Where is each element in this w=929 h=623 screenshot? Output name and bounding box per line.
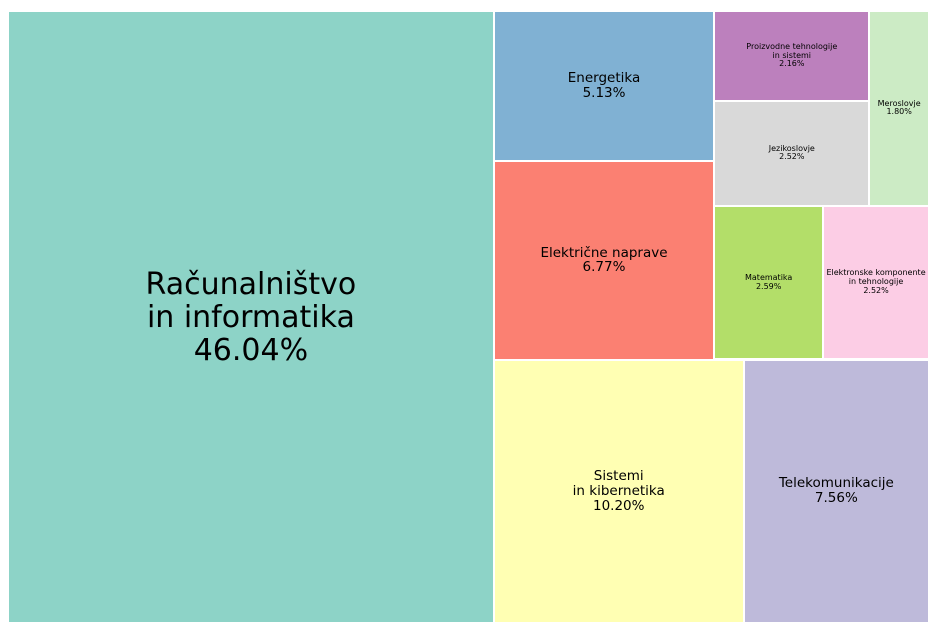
tile-name: Elektronske komponente in tehnologije xyxy=(826,268,926,287)
tile-name: Energetika xyxy=(567,70,641,87)
tile-label: Proizvodne tehnologije in sistemi 2.16% xyxy=(746,41,838,69)
tile-value: 2.52% xyxy=(863,286,889,296)
tile-name: Proizvodne tehnologije in sistemi xyxy=(746,41,838,60)
tile-value: 2.59% xyxy=(755,281,782,291)
tile-label: Računalništvo in informatika 46.04% xyxy=(146,268,357,367)
treemap-tile: Energetika 5.13% xyxy=(493,11,715,162)
treemap-tile: Sistemi in kibernetika 10.20% xyxy=(493,359,744,623)
tile-name: Telekomunikacije xyxy=(778,475,894,492)
tile-value: 2.16% xyxy=(779,59,805,69)
tile-value: 7.56% xyxy=(814,490,858,507)
tile-label: Elektronske komponente in tehnologije 2.5… xyxy=(826,269,925,295)
tile-label: Sistemi in kibernetika 10.20% xyxy=(573,469,665,514)
treemap-tile: Električne naprave 6.77% xyxy=(493,161,715,360)
tile-name: Meroslovje xyxy=(877,98,921,108)
tile-value: 46.04% xyxy=(193,332,309,368)
tile-name: Matematika xyxy=(745,272,793,282)
treemap-tile: Matematika 2.59% xyxy=(714,205,824,360)
tile-value: 1.80% xyxy=(886,107,912,117)
tile-name: Računalništvo in informatika xyxy=(145,266,357,335)
tile-label: Električne naprave 6.77% xyxy=(540,244,668,276)
treemap-tile: Jezikoslovje 2.52% xyxy=(714,100,870,206)
tile-value: 6.77% xyxy=(582,259,626,276)
tile-label: Meroslovje 1.80% xyxy=(877,98,921,118)
tile-label: Matematika 2.59% xyxy=(745,272,793,292)
tile-label: Jezikoslovje 2.52% xyxy=(768,143,815,163)
tile-label: Energetika 5.13% xyxy=(568,71,640,101)
treemap-tile: Proizvodne tehnologije in sistemi 2.16% xyxy=(714,11,870,101)
tile-value: 5.13% xyxy=(582,85,626,102)
tile-value: 2.52% xyxy=(779,152,805,162)
tile-name: Sistemi in kibernetika xyxy=(572,467,665,499)
treemap-tile: Elektronske komponente in tehnologije 2.5… xyxy=(823,205,929,360)
tile-value: 10.20% xyxy=(592,497,645,514)
treemap-tile: Računalništvo in informatika 46.04% xyxy=(8,11,494,623)
tile-name: Električne naprave xyxy=(540,244,668,261)
tile-name: Jezikoslovje xyxy=(768,143,815,153)
treemap-tile: Telekomunikacije 7.56% xyxy=(743,359,929,623)
tile-label: Telekomunikacije 7.56% xyxy=(779,476,894,506)
treemap-tile: Meroslovje 1.80% xyxy=(869,11,929,206)
